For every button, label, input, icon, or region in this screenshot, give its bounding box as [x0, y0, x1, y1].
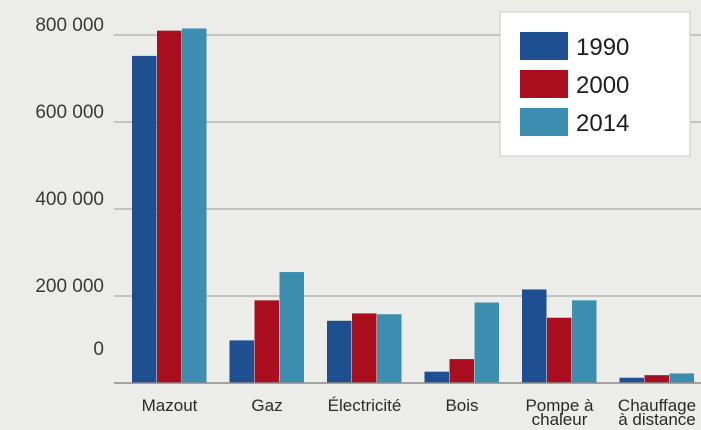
bar-2014-0 — [182, 28, 207, 383]
bar-1990-4 — [522, 289, 547, 383]
bar-2014-4 — [572, 300, 597, 383]
bar-2014-2 — [377, 314, 402, 383]
bar-1990-3 — [424, 371, 449, 383]
x-category-label: chaleur — [532, 410, 588, 429]
x-category-label: Mazout — [142, 396, 198, 415]
bar-2000-2 — [352, 313, 377, 383]
bar-2000-4 — [547, 317, 572, 383]
y-tick-label: 0 — [93, 339, 104, 360]
x-category-label: Pompe à — [525, 396, 594, 415]
bar-1990-2 — [327, 320, 352, 383]
y-tick-label: 800 000 — [35, 15, 104, 36]
legend-label-2000: 2000 — [576, 72, 629, 99]
x-category-label: à distance — [618, 410, 696, 429]
y-axis-tick-labels: 0 200 000 400 000 600 000 800 000 — [35, 15, 104, 360]
y-tick-label: 400 000 — [35, 189, 104, 210]
legend-swatch-2000 — [520, 70, 568, 98]
x-category-label: Bois — [445, 396, 478, 415]
bar-2000-1 — [254, 300, 279, 383]
y-tick-label: 600 000 — [35, 102, 104, 123]
legend-label-1990: 1990 — [576, 34, 629, 61]
legend: 1990 2000 2014 — [499, 11, 691, 157]
bar-2014-3 — [474, 302, 499, 383]
bar-2000-3 — [449, 359, 474, 383]
legend-swatch-1990 — [520, 32, 568, 60]
x-category-label: Chauffage — [618, 396, 696, 415]
bar-2000-5 — [644, 375, 669, 383]
bar-2000-0 — [157, 30, 182, 384]
bar-1990-5 — [619, 377, 644, 383]
bar-2014-1 — [279, 272, 304, 383]
legend-label-2014: 2014 — [576, 110, 629, 137]
x-category-label: Gaz — [251, 396, 282, 415]
x-category-label: Électricité — [328, 396, 402, 415]
bar-1990-1 — [229, 340, 254, 383]
bars — [132, 28, 694, 384]
y-tick-label: 200 000 — [35, 276, 104, 297]
legend-swatch-2014 — [520, 108, 568, 136]
bar-1990-0 — [132, 55, 157, 383]
bar-2014-5 — [669, 373, 694, 383]
